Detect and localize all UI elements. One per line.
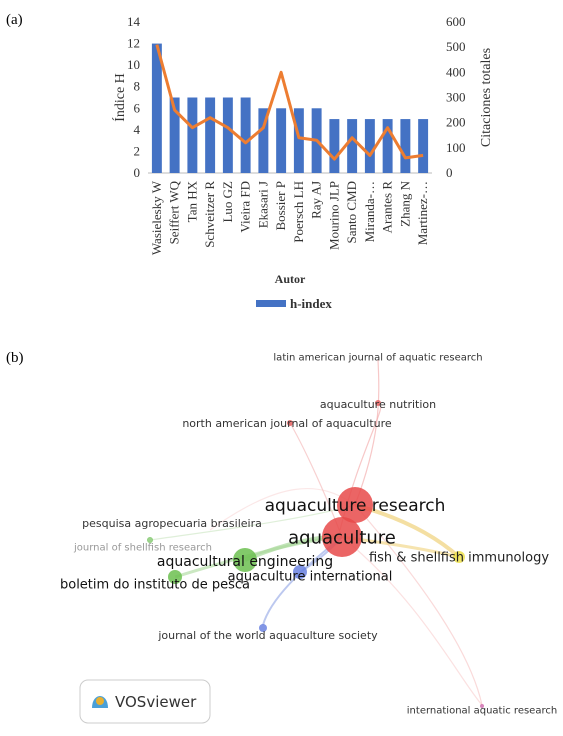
y2-axis-title: Citaciones totales [479,48,494,147]
bar [169,97,180,173]
network-node [148,538,152,542]
bar [187,97,198,173]
y2-tick-label: 500 [446,39,466,54]
y-tick-label: 0 [134,165,141,180]
bar [205,97,216,173]
network-node [337,487,373,523]
logo-icon [96,697,104,705]
x-tick-label: Arantes R [380,181,395,234]
x-tick-label: Zhang N [397,180,412,226]
y2-tick-label: 200 [446,115,466,130]
y2-tick-label: 0 [446,165,453,180]
y2-tick-label: 300 [446,90,466,105]
legend-label: h-index [290,296,332,311]
network-node [287,420,293,426]
x-tick-label: Schveitzer R [202,181,217,248]
x-tick-label: Mourino JLP [326,181,341,250]
network-node [375,400,381,406]
legend-swatch [256,300,286,307]
bar [364,119,375,173]
x-tick-label: Poersch LH [291,181,306,243]
node-label: fish & shellfish immunology [369,551,549,566]
bar [418,119,429,173]
network-node [293,565,307,579]
y-tick-label: 10 [127,57,140,72]
y-tick-label: 4 [134,122,141,137]
node-label: international aquatic research [407,706,557,717]
logo-text: VOSviewer [115,693,197,711]
node-label: aquaculture [288,527,396,548]
bar [258,108,269,173]
network-node [259,624,267,632]
bar [400,119,411,173]
bar [222,97,233,173]
logo-box [79,679,211,724]
x-tick-label: Martinez-… [415,181,430,245]
x-tick-label: Miranda-… [362,181,377,242]
node-label: north american journal of aquaculture [182,417,392,430]
y2-tick-label: 400 [446,64,466,79]
network-node [168,570,182,584]
node-label: aquacultural engineering [157,554,333,570]
network-nodes: latin american journal of aquatic resear… [60,353,557,717]
bar [276,108,287,173]
y-tick-label: 8 [134,79,141,94]
node-label: aquaculture nutrition [320,398,436,411]
bar [382,119,393,173]
x-tick-label: Ray AJ [309,181,324,219]
panel-label: (b) [6,350,24,366]
x-tick-label: Tan HX [184,180,199,222]
y-tick-label: 2 [134,143,141,158]
y-tick-label: 6 [134,100,141,115]
bar [347,119,358,173]
x-tick-label: Wasielesky W [149,180,164,255]
x-axis-title: Autor [275,272,306,286]
bar [151,43,162,174]
bar [329,119,340,173]
node-label: journal of the world aquaculture society [157,629,378,642]
network-node [453,551,465,563]
x-tick-label: Bossier P [273,181,288,230]
y2-tick-label: 600 [446,14,466,29]
node-label: aquaculture research [265,496,446,516]
node-label: aquaculture international [228,570,393,585]
network-node [233,548,257,572]
node-label: pesquisa agropecuaria brasileira [82,517,262,530]
y2-tick-label: 100 [446,140,466,155]
node-label: journal of shellfish research [73,543,212,554]
x-tick-label: Santo CMD [344,181,359,243]
bar [293,108,304,173]
bar [240,97,251,173]
line [155,44,424,161]
node-label: boletim do instituto de pesca [60,578,250,593]
y-axis-title: Índice H [111,73,128,122]
network-node [480,704,484,708]
x-tick-label: Seiffert WQ [167,180,182,244]
network-node [322,517,362,557]
panel-label: (a) [6,12,23,28]
x-tick-label: Vieira FD [238,181,253,233]
x-tick-label: Ekasari J [255,181,270,228]
x-tick-label: Luo GZ [220,181,235,223]
y-tick-label: 12 [127,36,140,51]
node-label: latin american journal of aquatic resear… [273,353,482,364]
y-tick-label: 14 [127,14,141,29]
